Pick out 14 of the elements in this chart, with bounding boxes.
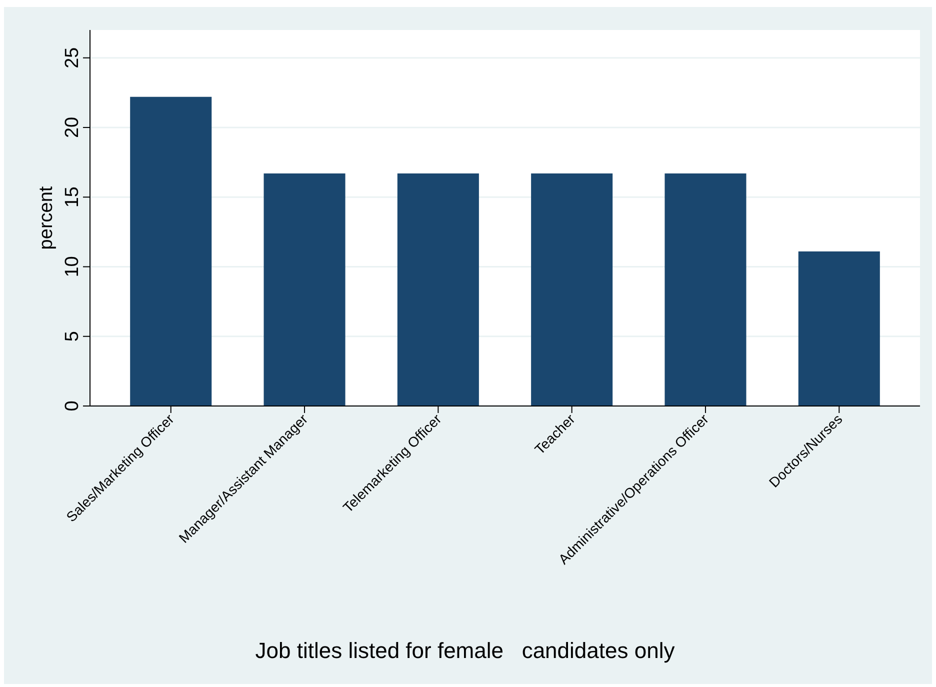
bar (798, 251, 880, 406)
y-tick-label: 10 (62, 256, 83, 278)
bar (397, 173, 479, 406)
y-tick-label: 0 (62, 400, 83, 412)
bar (531, 173, 613, 406)
y-tick-label: 15 (62, 186, 83, 208)
y-tick-label: 20 (62, 116, 83, 138)
bar (264, 173, 346, 406)
x-axis-title: Job titles listed for female candidates only (255, 638, 675, 663)
y-tick-label: 25 (62, 47, 83, 68)
y-axis-title: percent (36, 186, 57, 250)
bar (130, 96, 212, 406)
bar (664, 173, 746, 406)
y-tick-label: 5 (62, 331, 83, 342)
